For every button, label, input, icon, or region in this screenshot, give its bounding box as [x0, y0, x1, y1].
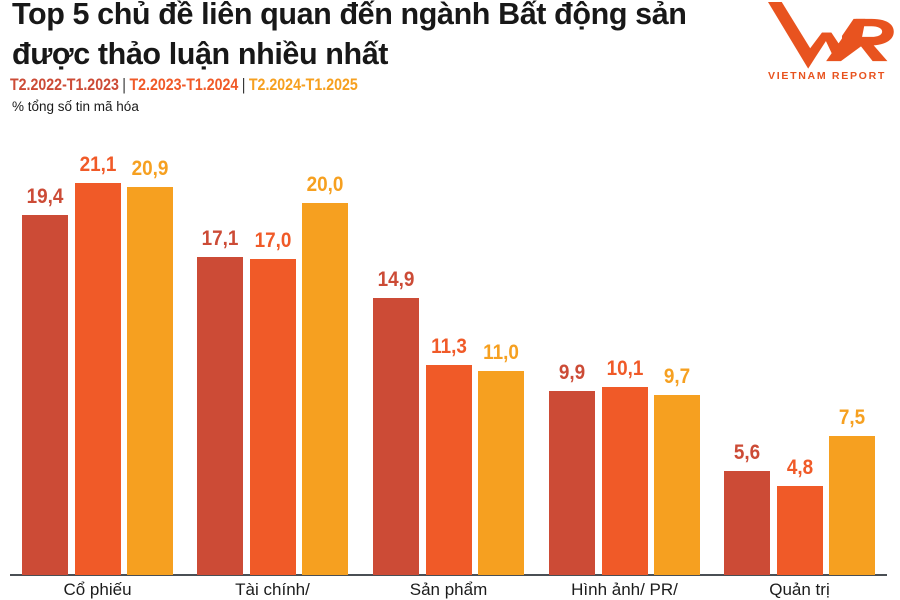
- svg-text:VIETNAM REPORT: VIETNAM REPORT: [768, 70, 886, 82]
